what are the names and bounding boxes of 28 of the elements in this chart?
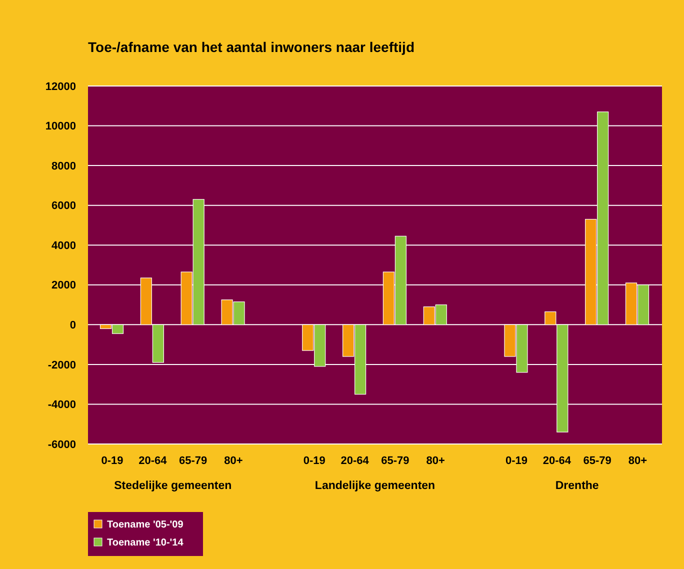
y-tick-label: -4000 xyxy=(48,399,76,412)
x-tick-label: 0-19 xyxy=(505,455,528,467)
y-tick-label: 6000 xyxy=(52,200,76,212)
legend-label: Toename '05-'09 xyxy=(107,520,184,530)
text: Landelijke gemeenten xyxy=(314,480,436,492)
y-tick-label: 0 xyxy=(70,320,76,332)
x-tick-label: 80+ xyxy=(628,455,648,467)
y-tick-label: 10000 xyxy=(45,120,76,133)
y-tick-label: 12000 xyxy=(45,80,76,93)
y-tick-label: -2000 xyxy=(48,359,76,372)
chart-title: Toe-/afname van het aantal inwoners naar leeftijd xyxy=(88,39,414,55)
y-tick-label: 2000 xyxy=(52,280,76,292)
y-tick-label: 8000 xyxy=(52,160,76,172)
text: Stedelijke gemeenten xyxy=(114,480,232,492)
x-tick-label: 65-79 xyxy=(583,455,612,467)
text: Drenthe xyxy=(555,480,599,492)
legend-label: Toename '10-'14 xyxy=(107,538,184,548)
x-tick-label: 0-19 xyxy=(101,455,124,467)
x-tick-label: 65-79 xyxy=(179,455,208,467)
x-tick-label: 20-64 xyxy=(542,455,572,467)
y-tick-label: -6000 xyxy=(48,438,76,451)
x-tick-label: 80+ xyxy=(426,455,445,467)
x-tick-label: 0-19 xyxy=(303,455,326,467)
x-tick-label: 20-64 xyxy=(340,455,370,467)
x-tick-label: 65-79 xyxy=(381,455,410,467)
x-tick-label: 80+ xyxy=(224,455,243,467)
y-tick-label: 4000 xyxy=(52,240,76,252)
x-tick-label: 20-64 xyxy=(138,455,168,467)
